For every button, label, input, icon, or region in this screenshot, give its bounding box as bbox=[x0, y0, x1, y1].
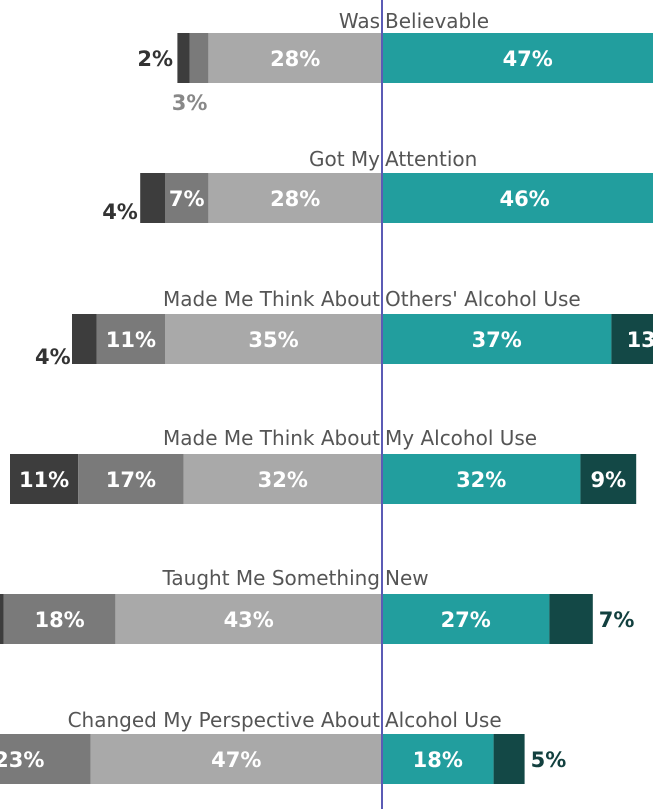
value-label: 7% bbox=[599, 608, 635, 632]
chart-row: Taught Me SomethingNew5%18%43%27%7% bbox=[0, 566, 635, 644]
category-label-right: Believable bbox=[385, 9, 489, 33]
bar-segment bbox=[208, 173, 382, 223]
bar-segment bbox=[382, 33, 653, 83]
category-label-left: Changed My Perspective About bbox=[68, 708, 381, 732]
value-label: 23% bbox=[0, 748, 44, 772]
category-label-right: Attention bbox=[385, 147, 477, 171]
bar-segment bbox=[72, 314, 97, 364]
bar-segment bbox=[3, 594, 116, 644]
value-label: 11% bbox=[106, 328, 156, 352]
value-label: 2% bbox=[137, 47, 173, 71]
bar-segment bbox=[382, 314, 612, 364]
value-label: 9% bbox=[590, 468, 626, 492]
bar-segment bbox=[177, 33, 190, 83]
category-label-left: Made Me Think About bbox=[163, 287, 380, 311]
category-label-left: Was bbox=[339, 9, 380, 33]
chart-row: Made Me Think About Others' Alcohol Use 4%… bbox=[35, 287, 653, 369]
value-label: 43% bbox=[224, 608, 274, 632]
value-label: 46% bbox=[499, 187, 549, 211]
category-label-right: Others' Alcohol Use bbox=[385, 287, 581, 311]
value-label: 13% bbox=[627, 328, 653, 352]
bar-segment bbox=[140, 173, 165, 223]
value-label: 5% bbox=[531, 748, 567, 772]
value-label: 47% bbox=[211, 748, 261, 772]
bar-segment bbox=[0, 594, 4, 644]
bar-segment bbox=[165, 173, 209, 223]
bar-segment bbox=[78, 454, 184, 504]
bar-segment bbox=[165, 314, 382, 364]
bar-segment bbox=[183, 454, 382, 504]
bar-segment bbox=[189, 33, 209, 83]
value-label: 32% bbox=[258, 468, 308, 492]
bar-segment bbox=[10, 454, 79, 504]
category-label-left: Got My bbox=[309, 147, 380, 171]
value-label: 37% bbox=[472, 328, 522, 352]
category-label-right: Alcohol Use bbox=[385, 708, 502, 732]
bar-segment bbox=[96, 314, 165, 364]
bar-segment bbox=[0, 734, 91, 784]
value-label: 11% bbox=[19, 468, 69, 492]
category-label-right: My Alcohol Use bbox=[385, 426, 537, 450]
value-label: 27% bbox=[441, 608, 491, 632]
value-label: 7% bbox=[169, 187, 205, 211]
value-label: 32% bbox=[456, 468, 506, 492]
bar-segment bbox=[580, 454, 637, 504]
category-label-left: Taught Me Something bbox=[162, 566, 381, 590]
bar-segment bbox=[382, 734, 494, 784]
value-label: 18% bbox=[413, 748, 463, 772]
value-label: 4% bbox=[102, 200, 138, 224]
value-label: 18% bbox=[34, 608, 84, 632]
bar-segment bbox=[382, 173, 653, 223]
value-label: 47% bbox=[503, 47, 553, 71]
category-label-right: New bbox=[385, 566, 429, 590]
bar-segment bbox=[382, 594, 550, 644]
bar-segment bbox=[115, 594, 383, 644]
bar-segment bbox=[208, 33, 382, 83]
bar-segment bbox=[493, 734, 525, 784]
bar-segment bbox=[611, 314, 653, 364]
bar-segment bbox=[549, 594, 593, 644]
value-label: 3% bbox=[172, 91, 208, 115]
value-label: 17% bbox=[106, 468, 156, 492]
value-label: 28% bbox=[270, 187, 320, 211]
bar-segment bbox=[90, 734, 382, 784]
value-label: 4% bbox=[35, 345, 71, 369]
value-label: 35% bbox=[248, 328, 298, 352]
value-label: 28% bbox=[270, 47, 320, 71]
chart-row: Made Me Think About My Alcohol Use 11% 17% 3… bbox=[10, 426, 637, 504]
bar-segment bbox=[382, 454, 581, 504]
category-label-left: Made Me Think About bbox=[163, 426, 380, 450]
